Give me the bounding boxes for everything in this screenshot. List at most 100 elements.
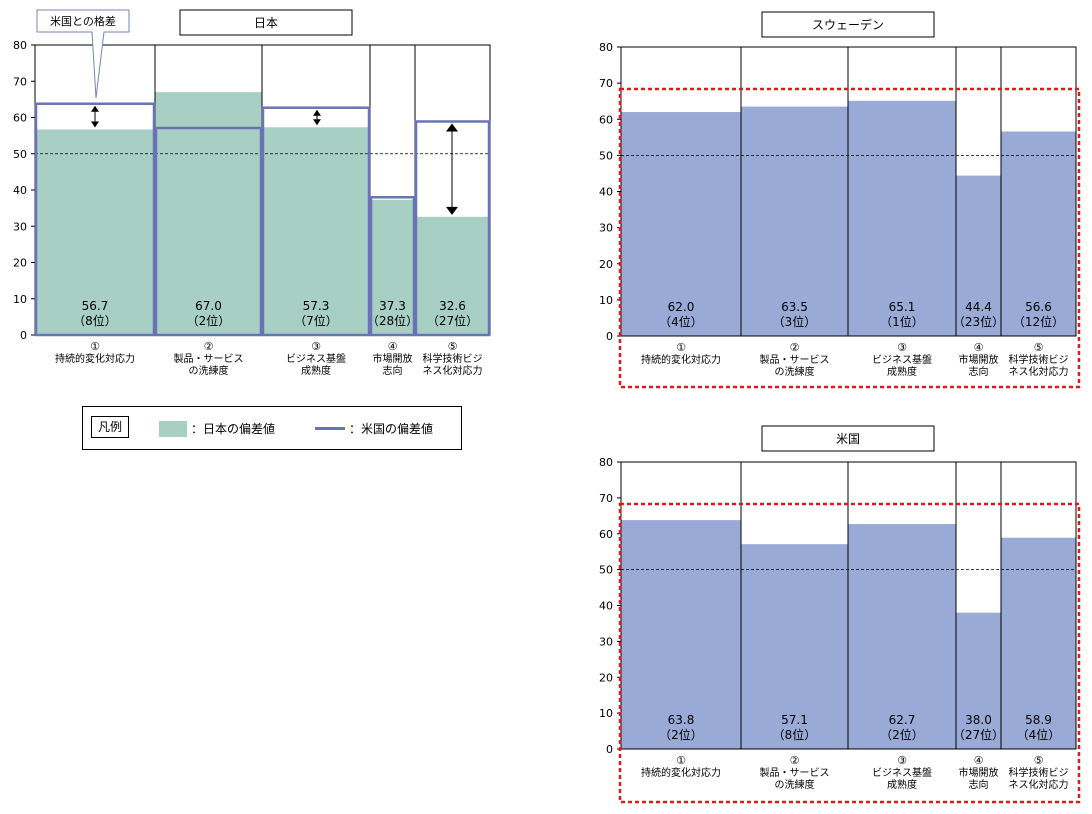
data-label: 38.0 <box>965 713 992 727</box>
callout-box <box>36 9 130 33</box>
x-tick-label: ① <box>90 340 100 353</box>
japan-chart: 日本 0 10 20 30 40 50 60 70 80 米国との格差 56.7（8位） 67.0（2位… <box>13 9 491 377</box>
data-label: 57.1 <box>781 713 808 727</box>
y-tick-label: 60 <box>599 113 613 126</box>
us-outline <box>154 126 263 337</box>
x-tick-label: ① <box>676 341 686 354</box>
bar <box>621 520 741 749</box>
bar <box>415 216 490 335</box>
y-tick-label: 10 <box>599 707 613 720</box>
bar <box>262 127 370 335</box>
x-tick-label: ⑤ <box>1034 754 1044 767</box>
y-tick-label: 0 <box>606 330 613 343</box>
rank-label: （12位） <box>1013 314 1064 329</box>
x-tick-label: 製品・サービス <box>760 353 830 366</box>
x-tick-label: 志向 <box>969 778 989 791</box>
data-label: 58.9 <box>1025 713 1052 727</box>
x-tick-label: ② <box>790 754 800 767</box>
x-tick-label: ビジネス基盤 <box>872 766 932 779</box>
x-tick-label: 成熟度 <box>301 364 331 377</box>
us-outline <box>34 102 156 337</box>
rank-label: （2位） <box>187 313 231 328</box>
data-label: 56.6 <box>1025 300 1052 314</box>
y-tick-label: 30 <box>599 635 613 648</box>
data-label: 57.3 <box>303 299 330 313</box>
x-tick-label: ビジネス基盤 <box>872 353 932 366</box>
rank-label: （2位） <box>880 727 924 742</box>
callout-joint <box>92 30 104 33</box>
y-tick-label: 40 <box>599 600 613 613</box>
y-tick-label: 40 <box>599 186 613 199</box>
x-tick-label: 科学技術ビジ <box>1009 766 1069 779</box>
x-tick-label: 志向 <box>969 365 989 378</box>
highlight-box <box>618 502 1081 804</box>
x-tick-label: 市場開放 <box>959 353 999 366</box>
x-tick-label: 持続的変化対応力 <box>641 353 721 366</box>
data-label: 62.0 <box>668 300 695 314</box>
rank-label: （1位） <box>880 314 924 329</box>
legend-japan-label: ：日本の偏差値 <box>191 422 276 436</box>
y-tick-label: 0 <box>20 329 27 342</box>
y-tick-label: 20 <box>13 257 27 270</box>
data-label: 32.6 <box>439 299 466 313</box>
bar <box>155 92 262 335</box>
y-tick-label: 20 <box>599 258 613 271</box>
legend-japan-swatch <box>159 421 187 437</box>
y-tick-label: 40 <box>13 184 27 197</box>
data-label: 63.8 <box>668 713 695 727</box>
rank-label: （8位） <box>773 727 817 742</box>
x-tick-label: ③ <box>897 341 907 354</box>
y-tick-label: 60 <box>599 528 613 541</box>
gap-arrow-head-up <box>446 123 458 132</box>
y-tick-label: 70 <box>599 492 613 505</box>
gap-arrow-head-up <box>91 105 99 112</box>
x-tick-label: 市場開放 <box>959 766 999 779</box>
x-tick-label: の洗練度 <box>775 365 815 378</box>
x-tick-label: 持続的変化対応力 <box>641 766 721 779</box>
bar <box>1001 537 1076 749</box>
chart-title-box <box>761 11 935 38</box>
x-tick-label: の洗練度 <box>189 364 229 377</box>
rank-label: （3位） <box>773 314 817 329</box>
y-tick-label: 20 <box>599 671 613 684</box>
rank-label: （2位） <box>659 727 703 742</box>
rank-label: （7位） <box>294 313 338 328</box>
rank-label: （4位） <box>1017 727 1061 742</box>
x-tick-label: 持続的変化対応力 <box>55 352 135 365</box>
bar <box>741 106 848 336</box>
bar <box>848 100 956 336</box>
x-tick-label: 製品・サービス <box>760 766 830 779</box>
y-tick-label: 80 <box>599 41 613 54</box>
rank-label: （27位） <box>427 313 478 328</box>
x-tick-label: ② <box>204 340 214 353</box>
bar <box>848 524 956 749</box>
bar <box>370 199 415 335</box>
rank-label: （23位） <box>953 314 1004 329</box>
y-tick-label: 50 <box>13 148 27 161</box>
data-label: 65.1 <box>889 300 916 314</box>
us-chart: 米国0102030405060708063.8（2位）57.1（8位）62.7（… <box>599 425 1081 804</box>
y-tick-label: 70 <box>13 75 27 88</box>
x-tick-label: の洗練度 <box>775 778 815 791</box>
legend-us-label: ：米国の偏差値 <box>349 422 434 436</box>
y-tick-label: 10 <box>13 293 27 306</box>
gap-arrow-head-down <box>91 121 99 128</box>
x-tick-label: ④ <box>974 341 984 354</box>
x-tick-label: ③ <box>311 340 321 353</box>
y-tick-label: 70 <box>599 77 613 90</box>
chart-title: 日本 <box>254 16 278 30</box>
x-tick-label: ビジネス基盤 <box>286 352 346 365</box>
us-outline <box>369 196 416 337</box>
legend: 凡例 ：日本の偏差値 ：米国の偏差値 <box>82 406 462 450</box>
x-tick-label: ネス化対応力 <box>423 364 483 377</box>
x-tick-label: 科学技術ビジ <box>423 352 483 365</box>
x-tick-label: 成熟度 <box>887 778 917 791</box>
x-tick-label: 市場開放 <box>373 352 413 365</box>
chart-title-box <box>761 425 935 452</box>
rank-label: （8位） <box>73 313 117 328</box>
bar <box>956 612 1001 749</box>
data-label: 37.3 <box>379 299 406 313</box>
x-tick-label: 科学技術ビジ <box>1009 353 1069 366</box>
data-label: 56.7 <box>82 299 109 313</box>
